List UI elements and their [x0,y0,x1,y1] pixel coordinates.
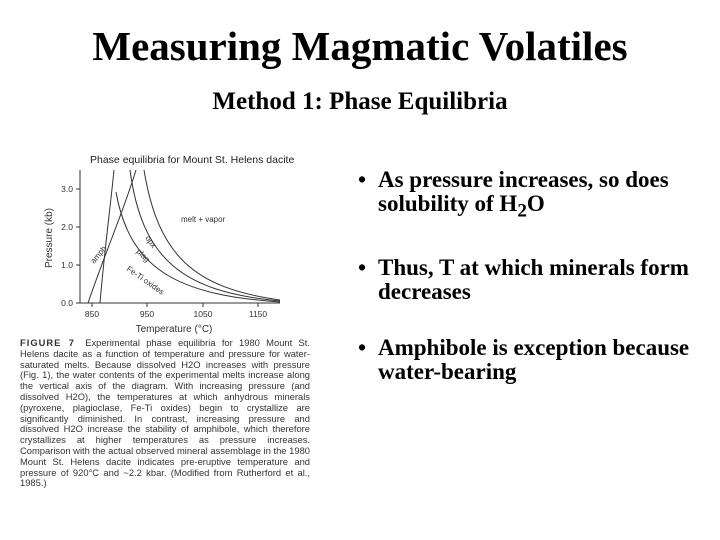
plag-curve [129,169,281,302]
fe-ti-oxides-curve [115,191,281,303]
amph-curve [99,169,115,304]
opx-curve [143,169,281,301]
bullet-item: • As pressure increases, so does solubil… [358,168,708,224]
bullet-text: Amphibole is exception because water-bea… [378,334,690,384]
x-tick-label: 950 [140,309,154,319]
bullet-dot-icon: • [358,254,367,280]
x-tick-label: 850 [85,309,99,319]
bullet-text: As pressure increases, so does solubilit… [378,167,669,216]
slide-title: Measuring Magmatic Volatiles [92,23,628,69]
bullet-item: • Amphibole is exception because water-b… [358,334,708,384]
y-tick-label: 1.0 [61,260,73,270]
phase-diagram-figure: Phase equilibria for Mount St. Helens da… [18,150,318,525]
x-tick-label: 1050 [194,309,213,319]
bullet-dot-icon: • [358,167,367,192]
bullet-dot-icon: • [358,334,367,360]
figure-title: Phase equilibria for Mount St. Helens da… [90,154,295,166]
y-axis-label: Pressure (kb) [44,208,55,268]
bullet-text: Thus, T at which minerals form decreases [378,254,689,304]
bullet-subscript: 2 [517,200,527,222]
figure-caption-text: Experimental phase equilibria for 1980 M… [20,337,310,489]
phase-diagram: 3.0 2.0 1.0 0.0 850 950 1050 1150 Pressu… [44,169,281,335]
figure-caption-label: FIGURE 7 [20,337,75,348]
slide-subtitle: Method 1: Phase Equilibria [212,88,508,115]
bullet-text-end: O [526,191,545,216]
bullet-list: • As pressure increases, so does solubil… [358,168,708,416]
y-tick-label: 2.0 [61,222,73,232]
y-tick-label: 3.0 [61,184,73,194]
bullet-item: • Thus, T at which minerals form decreas… [358,254,708,304]
figure-caption: FIGURE 7 Experimental phase equilibria f… [20,337,310,489]
x-tick-label: 1150 [249,309,268,319]
x-axis-label: Temperature (°C) [136,324,213,335]
region-label: melt + vapor [181,215,226,224]
curve-label-fe-ti-oxides: Fe-Ti oxides [125,264,166,296]
y-tick-label: 0.0 [61,298,73,308]
